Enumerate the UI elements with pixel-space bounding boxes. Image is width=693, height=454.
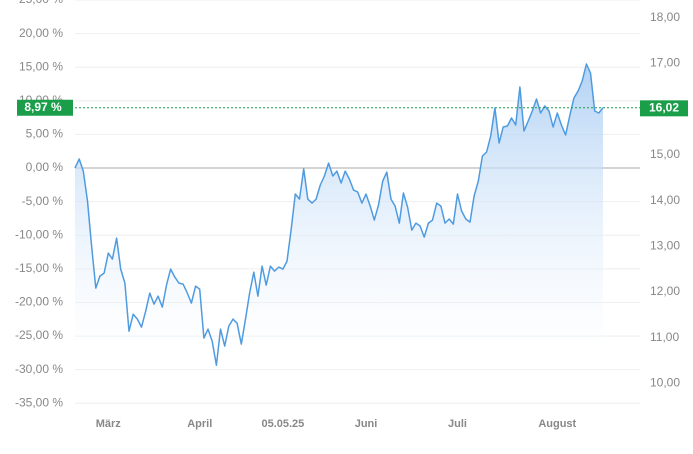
x-tick-label: April [187,418,212,430]
y2-tick-label: 17,00 [650,56,680,70]
y-tick-label: -30,00 % [15,362,63,376]
y-tick-label: 5,00 % [26,127,64,141]
y-tick-label: -25,00 % [15,328,63,342]
price-badge [640,100,688,117]
x-tick-label: März [96,418,122,430]
y2-tick-label: 12,00 [650,284,680,298]
y2-tick-label: 18,00 [650,10,680,24]
price-line [74,63,604,366]
y-tick-label: -35,00 % [15,395,63,409]
x-tick-label: Juni [355,418,378,430]
price-label: 16,02 [649,100,679,114]
x-tick-label: August [538,418,576,430]
current-label: 8,97 % [24,100,62,114]
current-badge [17,99,73,116]
y2-tick-label: 15,00 [650,147,680,161]
y2-tick-label: 13,00 [650,239,680,253]
y-tick-label: -20,00 % [15,295,63,309]
y2-tick-label: 10,00 [650,376,680,390]
x-tick-label: Juli [448,418,467,430]
area [75,64,603,366]
y-tick-label: 0,00 % [26,160,64,174]
x-tick-label: 05.05.25 [261,418,304,430]
y-tick-label: 25,00 % [19,0,63,6]
y-tick-label: -5,00 % [22,194,64,208]
y-tick-label: 15,00 % [19,59,63,73]
y-tick-label: 20,00 % [19,26,63,40]
y2-tick-label: 11,00 [650,330,679,344]
y2-tick-label: 14,00 [650,193,680,207]
y-tick-label: -10,00 % [15,227,63,241]
y-tick-label: -15,00 % [15,261,63,275]
